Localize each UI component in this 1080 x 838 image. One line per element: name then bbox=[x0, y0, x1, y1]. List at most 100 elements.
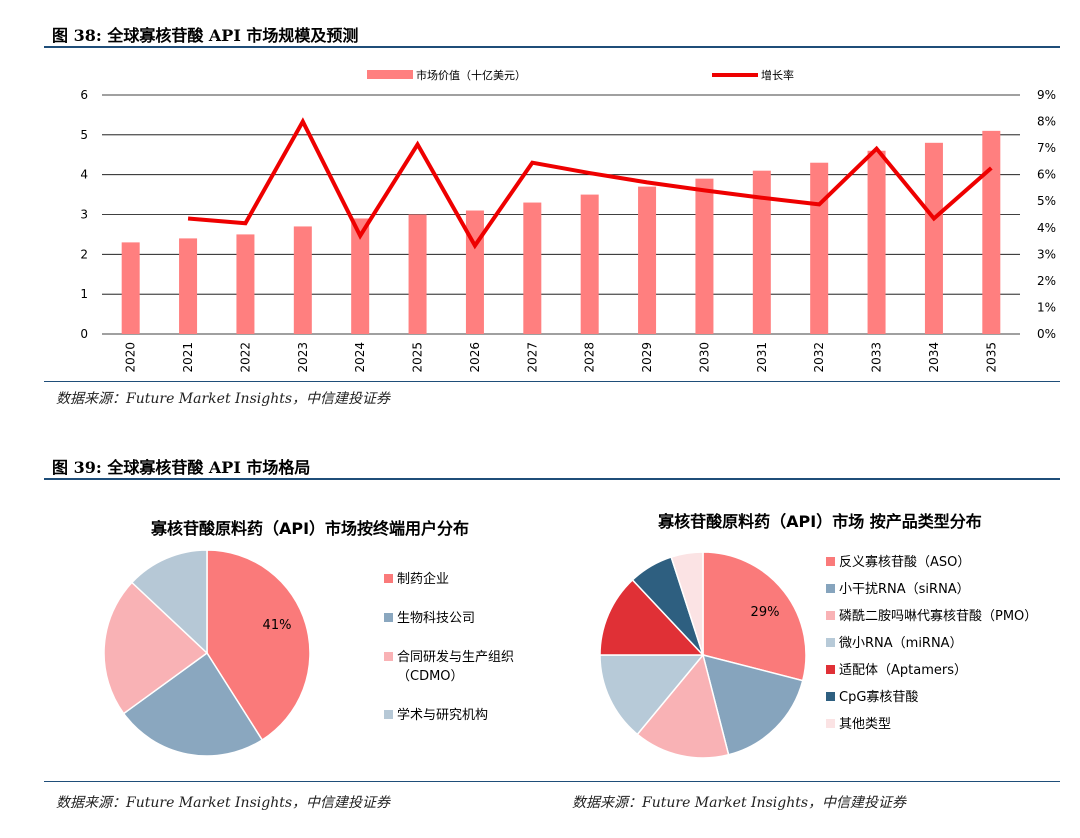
legend-label: 适配体（Aptamers） bbox=[839, 663, 967, 678]
y2-tick-label: 2% bbox=[1037, 274, 1056, 288]
legend-label: CpG寡核苷酸 bbox=[839, 690, 919, 705]
pie-slice-4 bbox=[130, 549, 208, 655]
legend-item: 适配体（Aptamers） bbox=[826, 661, 1066, 680]
bar-2024 bbox=[351, 218, 370, 334]
bar-2023 bbox=[293, 226, 312, 334]
legend-swatch-market-value bbox=[367, 70, 413, 79]
pie-slice-2 bbox=[701, 653, 804, 756]
figure-38-source: 数据来源：Future Market Insights，中信建投证券 bbox=[56, 391, 391, 407]
y-tick-label: 2 bbox=[80, 247, 88, 261]
figure-38-title: 图 38: 全球寡核苷酸 API 市场规模及预测 bbox=[52, 26, 359, 45]
bar-2026 bbox=[465, 210, 484, 334]
legend-label: 磷酰二胺吗啉代寡核苷酸（PMO） bbox=[839, 609, 1038, 624]
x-tick-label: 2029 bbox=[640, 342, 654, 373]
pie-data-label: 29% bbox=[751, 605, 780, 620]
legend-swatch bbox=[826, 692, 835, 701]
growth-rate-line bbox=[187, 117, 993, 250]
legend-label: 微小RNA（miRNA） bbox=[839, 636, 963, 651]
product-type-pie-title: 寡核苷酸原料药（API）市场 按产品类型分布 bbox=[658, 512, 982, 531]
y2-tick-label: 3% bbox=[1037, 247, 1056, 261]
y-tick-label: 4 bbox=[80, 168, 88, 182]
x-tick-label: 2026 bbox=[468, 342, 482, 373]
legend-swatch bbox=[826, 638, 835, 647]
pie-data-label: 41% bbox=[263, 618, 292, 633]
legend-item: 其他类型 bbox=[826, 715, 1066, 734]
y-tick-label: 5 bbox=[80, 128, 88, 142]
legend-item: 合同研发与生产组织 （CDMO） bbox=[384, 648, 584, 686]
end-user-pie-title: 寡核苷酸原料药（API）市场按终端用户分布 bbox=[150, 519, 470, 538]
end-user-pie-legend: 制药企业生物科技公司合同研发与生产组织 （CDMO） 学术与研究机构 bbox=[384, 570, 584, 745]
pie-slice-1 bbox=[702, 551, 807, 682]
x-tick-label: 2028 bbox=[583, 342, 597, 373]
legend-item: 学术与研究机构 bbox=[384, 706, 584, 725]
x-tick-label: 2032 bbox=[812, 342, 826, 373]
legend-label: 制药企业 bbox=[397, 572, 450, 587]
y2-tick-label: 1% bbox=[1037, 300, 1056, 314]
pie-slice-3 bbox=[103, 581, 209, 715]
legend-swatch bbox=[826, 665, 835, 674]
x-tick-label: 2024 bbox=[353, 342, 367, 373]
y2-tick-label: 7% bbox=[1037, 141, 1056, 155]
y2-tick-label: 0% bbox=[1037, 327, 1056, 341]
y2-tick-label: 9% bbox=[1037, 88, 1056, 102]
bar-2035 bbox=[982, 130, 1001, 334]
bar-2031 bbox=[752, 170, 771, 334]
pie-slice-4 bbox=[599, 654, 705, 736]
x-tick-label: 2027 bbox=[525, 342, 539, 373]
bar-2022 bbox=[236, 234, 255, 334]
bar-2021 bbox=[179, 238, 198, 334]
figure-39-top-rule bbox=[44, 478, 1060, 480]
x-tick-label: 2033 bbox=[870, 342, 884, 373]
x-tick-label: 2021 bbox=[181, 342, 195, 373]
y-tick-label: 6 bbox=[80, 88, 88, 102]
y2-tick-label: 6% bbox=[1037, 168, 1056, 182]
bar-2028 bbox=[580, 194, 599, 334]
x-tick-label: 2022 bbox=[238, 342, 252, 373]
legend-label-growth-rate: 增长率 bbox=[761, 68, 794, 82]
x-tick-label: 2035 bbox=[984, 342, 998, 373]
bar-2020 bbox=[121, 242, 140, 334]
legend-item: 生物科技公司 bbox=[384, 609, 584, 628]
figure-39-source-left: 数据来源：Future Market Insights，中信建投证券 bbox=[56, 795, 391, 811]
legend-swatch bbox=[826, 584, 835, 593]
bar-2034 bbox=[924, 142, 943, 334]
legend-item: 制药企业 bbox=[384, 570, 584, 589]
bar-2029 bbox=[638, 186, 657, 334]
x-tick-label: 2020 bbox=[124, 342, 138, 373]
figure-39-title: 图 39: 全球寡核苷酸 API 市场格局 bbox=[52, 458, 311, 477]
legend-item: 微小RNA（miRNA） bbox=[826, 634, 1066, 653]
figure-39-source-right: 数据来源：Future Market Insights，中信建投证券 bbox=[572, 795, 907, 811]
y2-tick-label: 8% bbox=[1037, 115, 1056, 129]
legend-swatch bbox=[384, 652, 393, 661]
y2-tick-label: 4% bbox=[1037, 221, 1056, 235]
legend-label: 小干扰RNA（siRNA） bbox=[839, 582, 970, 597]
legend-label: 生物科技公司 bbox=[397, 611, 476, 626]
legend-label: 合同研发与生产组织 （CDMO） bbox=[397, 650, 515, 684]
pie-slice-7 bbox=[670, 551, 704, 656]
end-user-pie-chart: 41% bbox=[103, 549, 311, 757]
legend-swatch bbox=[826, 557, 835, 566]
bar-2025 bbox=[408, 214, 427, 334]
legend-swatch bbox=[826, 611, 835, 620]
bar-2030 bbox=[695, 178, 714, 334]
x-tick-label: 2030 bbox=[697, 342, 711, 373]
y-tick-label: 3 bbox=[80, 208, 88, 222]
legend-item: CpG寡核苷酸 bbox=[826, 688, 1066, 707]
product-type-pie-legend: 反义寡核苷酸（ASO） 小干扰RNA（siRNA） 磷酰二胺吗啉代寡核苷酸（PMO）… bbox=[826, 553, 1066, 742]
x-tick-label: 2034 bbox=[927, 342, 941, 373]
y-tick-label: 1 bbox=[80, 287, 88, 301]
legend-swatch bbox=[826, 719, 835, 728]
pie-slice-3 bbox=[636, 653, 730, 759]
legend-swatch bbox=[384, 574, 393, 583]
legend-swatch bbox=[384, 710, 393, 719]
pie-slice-2 bbox=[122, 651, 264, 757]
legend-label: 反义寡核苷酸（ASO） bbox=[839, 555, 971, 570]
market-size-combo-chart: 0 1 2 3 4 5 6 0% 1% 2% 3% 4% 5% 6% 7% 8% 9% 2020 2021 2022 2… bbox=[80, 68, 1056, 373]
product-type-pie-chart: 29% bbox=[599, 551, 807, 759]
pie-slice-5 bbox=[599, 578, 705, 656]
x-tick-label: 2031 bbox=[755, 342, 769, 373]
figure-38-top-rule bbox=[44, 46, 1060, 48]
x-tick-label: 2025 bbox=[411, 342, 425, 373]
y2-tick-label: 5% bbox=[1037, 194, 1056, 208]
legend-item: 反义寡核苷酸（ASO） bbox=[826, 553, 1066, 572]
